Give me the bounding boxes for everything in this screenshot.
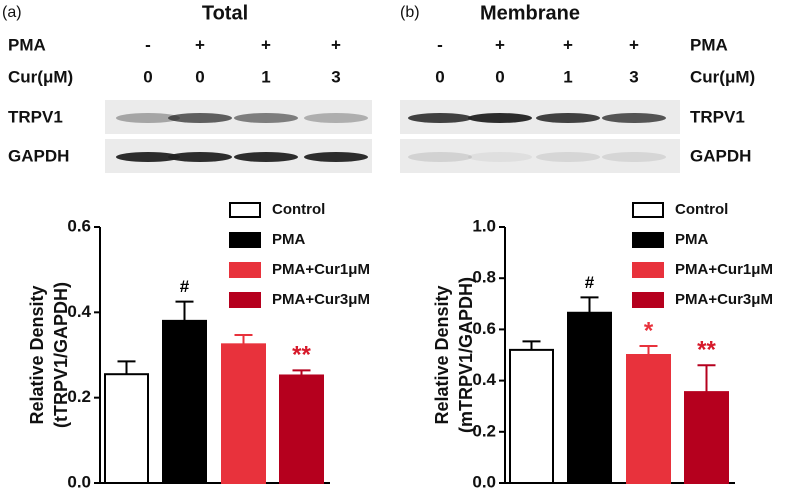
y-axis-label: (tTRPV1/GAPDH) <box>51 282 71 428</box>
blot-row-label: Cur(μM) <box>8 67 73 86</box>
blot-band <box>304 152 368 162</box>
y-axis-label: (mTRPV1/GAPDH) <box>456 277 476 433</box>
bar <box>684 391 729 484</box>
blot-band <box>116 152 180 162</box>
blot-cell: 3 <box>331 67 340 86</box>
y-tick-label: 0.6 <box>67 216 91 235</box>
bar <box>221 343 266 485</box>
significance-mark: # <box>585 273 595 292</box>
blot-cell: + <box>495 35 505 54</box>
bar <box>626 354 671 484</box>
y-tick-label: 0.4 <box>472 370 496 389</box>
significance-mark: # <box>180 277 190 296</box>
legend-swatch <box>229 232 261 248</box>
blot-cell: + <box>563 35 573 54</box>
blot-cell: 1 <box>261 67 270 86</box>
bar <box>567 311 612 485</box>
blot-cell: 0 <box>435 67 444 86</box>
blot-band <box>468 113 532 123</box>
blot-band <box>168 152 232 162</box>
legend-swatch <box>632 292 664 308</box>
blot-cell: + <box>195 35 205 54</box>
significance-mark: ** <box>697 337 716 364</box>
legend-label: Control <box>675 201 728 218</box>
blot-band <box>536 152 600 162</box>
y-tick-label: 0.2 <box>472 421 496 440</box>
band-label: GAPDH <box>690 146 751 165</box>
bar <box>162 319 207 484</box>
legend-swatch <box>229 262 261 278</box>
blot-row-label: PMA <box>8 35 46 54</box>
blot-cell: 0 <box>495 67 504 86</box>
y-axis-label: Relative Density <box>432 285 452 424</box>
legend-label: PMA <box>272 231 306 248</box>
blot-cell: + <box>629 35 639 54</box>
bar <box>509 348 554 484</box>
legend-label: PMA+Cur3μM <box>272 291 370 308</box>
y-tick-label: 0.0 <box>67 472 91 491</box>
legend-label: Control <box>272 201 325 218</box>
y-tick-label: 0.2 <box>67 387 91 406</box>
bar <box>104 373 149 485</box>
blot-band <box>602 152 666 162</box>
significance-mark: * <box>644 317 654 344</box>
blot-cell: 0 <box>143 67 152 86</box>
blot-cell: - <box>145 35 151 54</box>
blot-band <box>468 152 532 162</box>
legend-swatch <box>229 202 261 218</box>
blot-row-label: PMA <box>690 35 728 54</box>
legend-swatch <box>632 202 664 218</box>
band-label: TRPV1 <box>690 107 745 126</box>
blot-cell: + <box>261 35 271 54</box>
blot-band <box>408 152 472 162</box>
blot-strip <box>400 139 680 173</box>
blot-band <box>536 113 600 123</box>
blot-row-label: Cur(μM) <box>690 67 755 86</box>
blot-band <box>116 113 180 123</box>
blot-cell: 1 <box>563 67 572 86</box>
y-tick-label: 1.0 <box>472 216 496 235</box>
band-label: GAPDH <box>8 146 69 165</box>
blot-band <box>408 113 472 123</box>
blot-cell: 0 <box>195 67 204 86</box>
blot-band <box>168 113 232 123</box>
blot-band <box>234 152 298 162</box>
legend-label: PMA <box>675 231 709 248</box>
panel-title: Total <box>202 2 248 24</box>
blot-cell: - <box>437 35 443 54</box>
legend-swatch <box>632 262 664 278</box>
panel-label: (b) <box>400 4 420 21</box>
bar <box>279 374 324 485</box>
panel-label: (a) <box>2 4 22 21</box>
legend-label: PMA+Cur1μM <box>272 261 370 278</box>
blot-band <box>234 113 298 123</box>
blot-band <box>304 113 368 123</box>
legend-label: PMA+Cur3μM <box>675 291 773 308</box>
blot-cell: + <box>331 35 341 54</box>
y-tick-label: 0.4 <box>67 302 91 321</box>
y-axis-label: Relative Density <box>27 285 47 424</box>
y-tick-label: 0.6 <box>472 319 496 338</box>
y-tick-label: 0.0 <box>472 472 496 491</box>
panel-title: Membrane <box>480 2 580 24</box>
significance-mark: ** <box>292 342 311 369</box>
y-tick-label: 0.8 <box>472 268 496 287</box>
blot-cell: 3 <box>629 67 638 86</box>
band-label: TRPV1 <box>8 107 63 126</box>
legend-swatch <box>229 292 261 308</box>
blot-band <box>602 113 666 123</box>
legend-label: PMA+Cur1μM <box>675 261 773 278</box>
legend-swatch <box>632 232 664 248</box>
